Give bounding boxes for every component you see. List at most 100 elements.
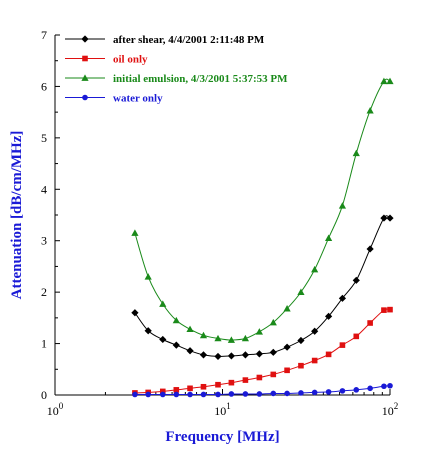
y-tick-label: 0 [41,388,47,402]
y-tick-label: 4 [41,182,47,196]
data-point [159,388,166,395]
data-point [387,382,393,389]
data-point [386,77,394,85]
data-point [311,389,318,396]
series-square [132,306,393,396]
data-point [325,312,333,320]
data-point [132,391,138,398]
data-point [172,341,180,349]
series-diamond [131,214,394,361]
legend-marker [82,55,88,62]
legend: after shear, 4/4/2001 2:11:48 PM oil only… [65,34,288,105]
legend-label: oil only [113,54,148,66]
data-point [131,309,139,317]
x-tick-label: 101 [214,401,231,418]
data-point [159,391,166,398]
series-triangle [131,77,394,343]
x-tick-label: 102 [382,401,399,418]
data-point [159,335,167,344]
legend-label: initial emulsion, 4/3/2001 5:37:53 PM [113,73,288,85]
data-point [270,390,277,397]
data-point [353,387,360,393]
data-point [172,316,180,324]
data-point [381,307,387,313]
data-point [352,149,360,157]
series-line [134,308,391,394]
legend-marker [81,35,89,43]
data-point [242,377,249,383]
data-point [173,387,180,393]
y-tick-label: 5 [41,131,47,145]
data-point [366,245,374,253]
data-point [297,336,305,345]
data-point [284,390,290,397]
data-point [200,383,207,390]
data-point [311,357,318,364]
data-point [311,327,319,335]
y-tick-label: 7 [41,28,47,42]
data-point [255,328,263,335]
data-point [269,348,277,356]
data-point [242,391,249,397]
series-line [134,78,391,341]
data-point [187,385,193,392]
x-axis-title: Frequency [MHz] [165,429,279,445]
data-point [297,288,305,296]
data-point [284,367,290,374]
data-point [380,77,388,85]
data-point [227,336,235,343]
data-point [199,351,208,359]
data-point [325,234,333,242]
data-point [367,385,373,392]
data-point [255,350,263,358]
data-point [186,347,194,355]
data-point [256,391,263,397]
data-point [339,342,346,348]
series-group [131,77,394,398]
data-point [145,391,151,398]
data-point [214,352,222,361]
data-point [131,229,139,236]
data-point [366,107,374,114]
data-point [311,265,319,273]
data-point [381,383,387,390]
data-point [215,391,221,398]
series-circle [132,382,393,398]
data-point [159,300,167,307]
y-axis-title: Attenuation [dB/cm/MHz] [9,131,25,300]
data-point [186,325,194,333]
data-point [173,391,180,398]
data-point [386,214,394,222]
ticks-group: 0 1 2 3 4 5 6 7 100 101 102 [41,28,398,418]
series-line [134,215,391,357]
data-point [200,391,207,398]
data-point [338,202,347,209]
y-tick-label: 2 [41,285,47,299]
data-point [241,351,250,359]
data-point [325,351,332,358]
legend-label: after shear, 4/4/2001 2:11:48 PM [113,34,265,46]
data-point [228,391,235,397]
data-point [387,306,393,313]
data-point [298,362,304,369]
data-point [325,389,332,395]
data-point [339,388,346,394]
data-point [187,391,193,398]
data-point [241,334,250,342]
data-point [270,371,277,378]
data-point [144,273,152,280]
data-point [144,327,152,335]
data-point [353,333,360,340]
y-tick-label: 1 [41,337,47,351]
data-point [215,381,221,388]
data-point [283,305,291,312]
data-point [256,374,263,381]
data-point [269,318,277,326]
data-point [228,379,235,386]
y-tick-label: 6 [41,79,47,93]
data-point [338,294,347,302]
data-point [227,352,235,360]
data-point [352,276,360,284]
